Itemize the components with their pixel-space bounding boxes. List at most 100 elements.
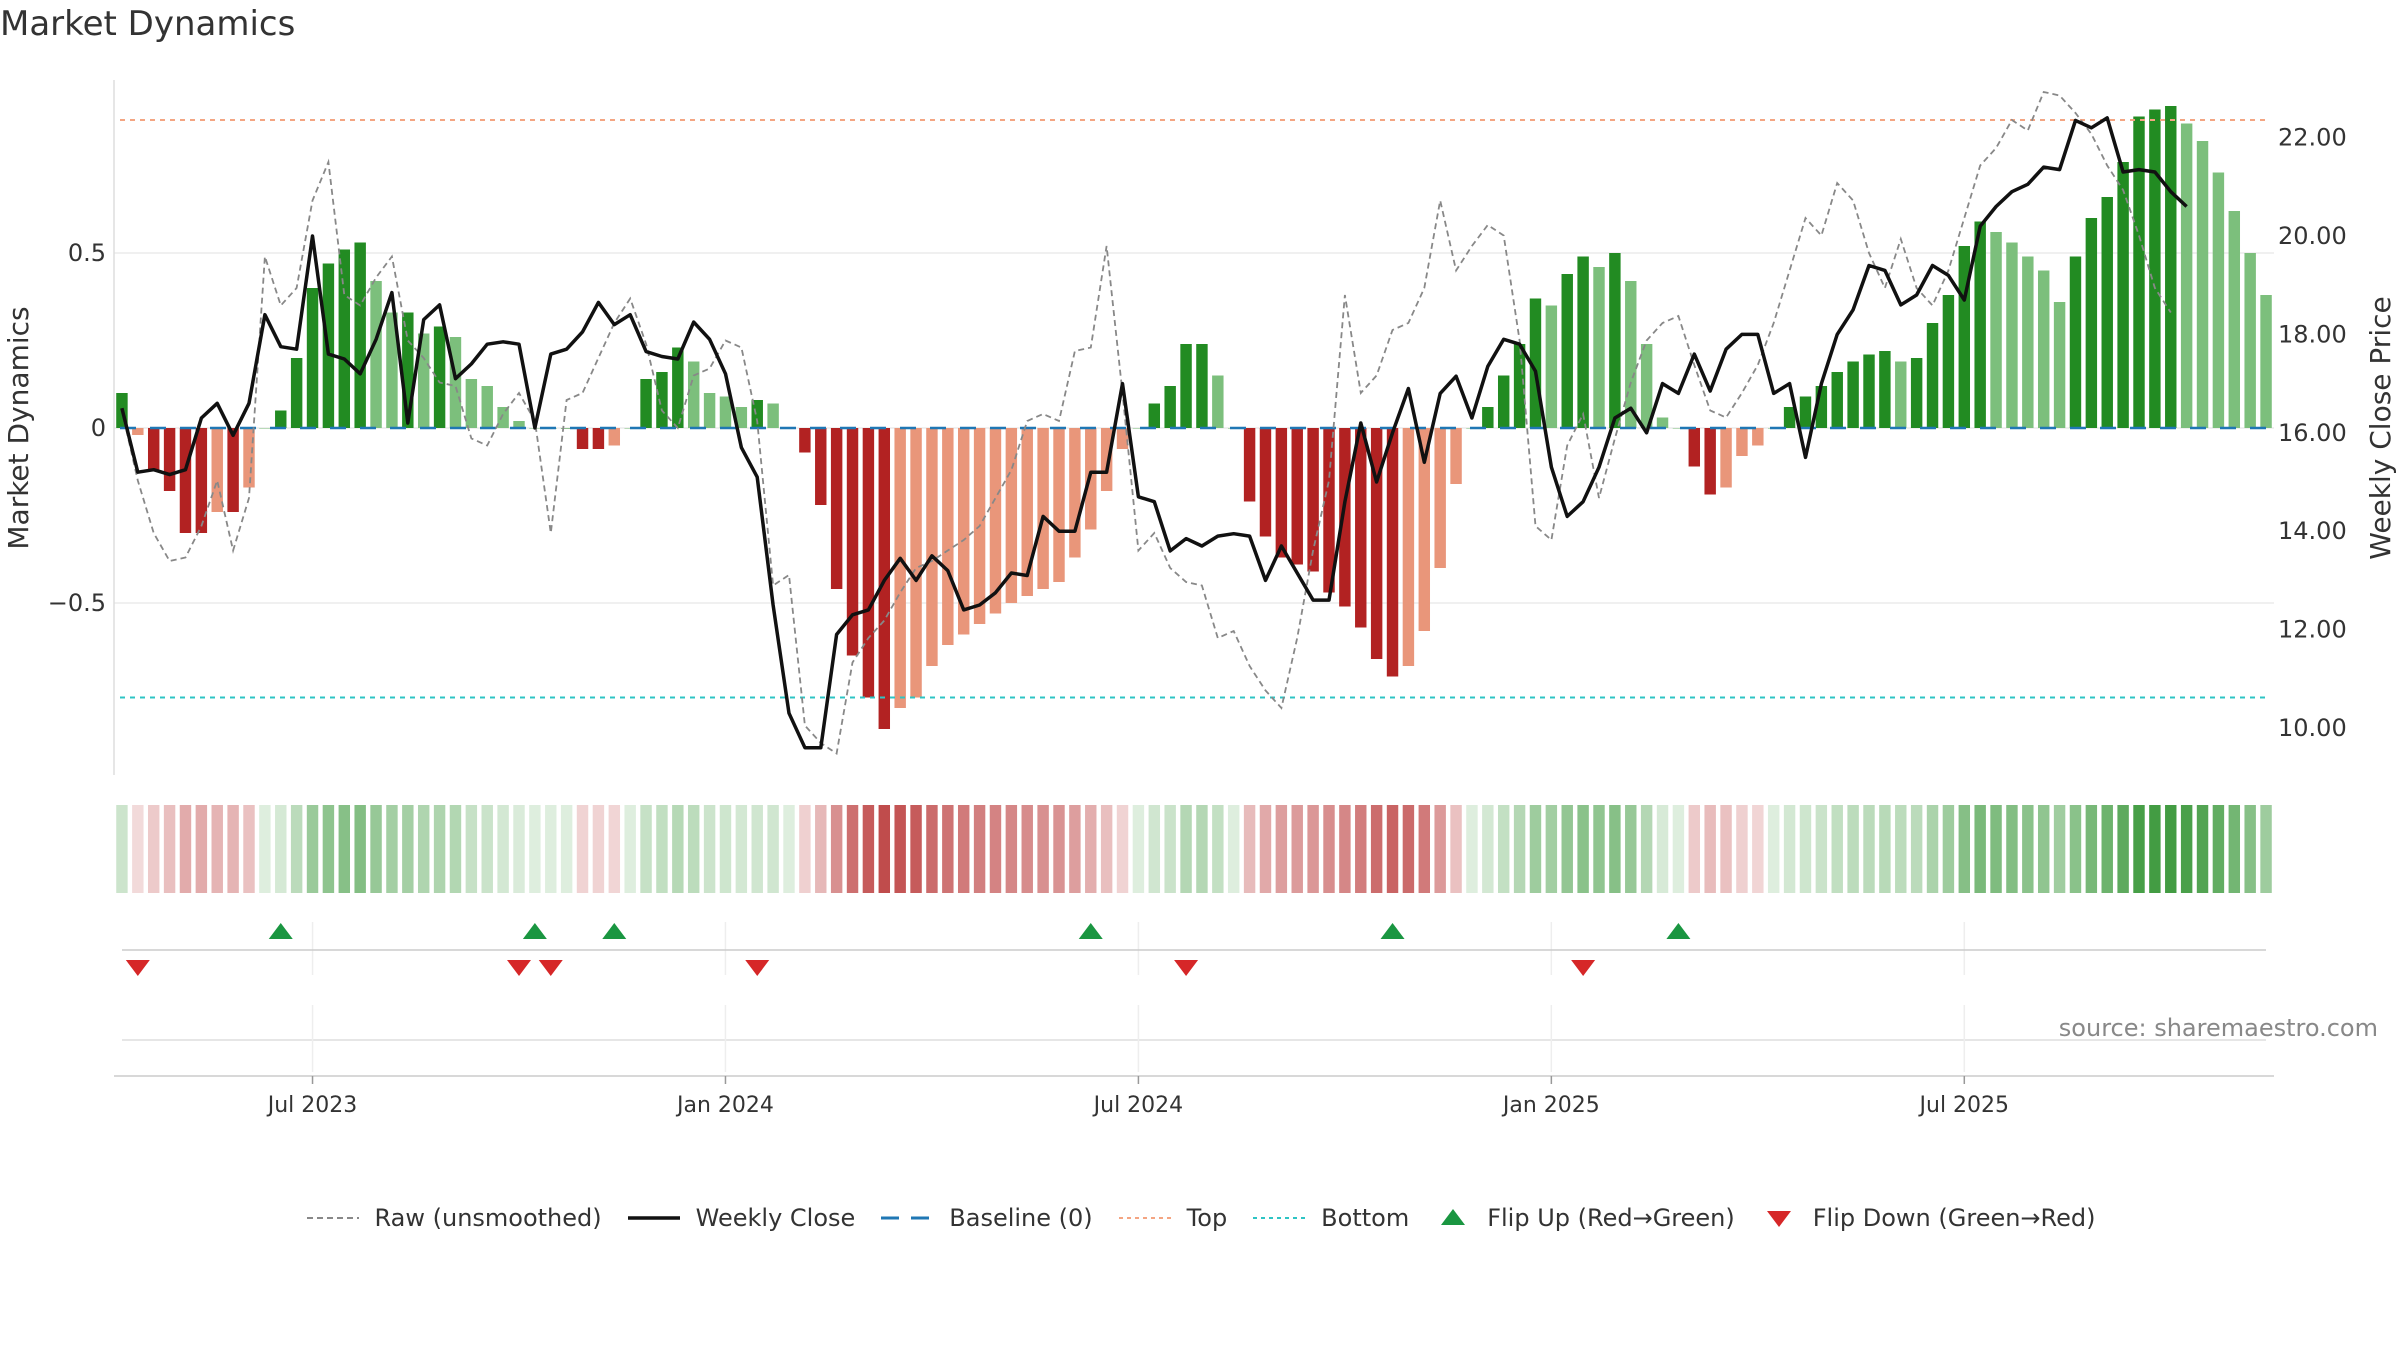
regime-cell xyxy=(783,805,795,893)
regime-cell xyxy=(513,805,525,893)
flip-markers xyxy=(122,923,2266,976)
regime-cell xyxy=(1926,805,1939,893)
dynamics-bar xyxy=(719,396,732,428)
dynamics-bar xyxy=(1482,407,1494,428)
dynamics-bar xyxy=(830,428,843,589)
dynamics-bar xyxy=(465,379,478,428)
regime-cell xyxy=(2053,805,2066,893)
dynamics-bar xyxy=(179,428,192,533)
chart-title: Market Dynamics xyxy=(0,4,296,44)
dynamics-bar xyxy=(1577,256,1589,428)
regime-cell xyxy=(481,805,493,893)
regime-cell xyxy=(767,805,779,893)
regime-cell xyxy=(1942,805,1955,893)
y-right-tick-label: 14.00 xyxy=(2278,517,2347,545)
dynamics-bar xyxy=(1021,428,1033,596)
regime-cell xyxy=(1275,805,1288,893)
legend-top-swatch xyxy=(1118,1217,1171,1219)
legend: Raw (unsmoothed) Weekly Close Baseline (… xyxy=(0,1204,2400,1232)
regime-cell xyxy=(1100,805,1113,893)
dynamics-bar xyxy=(2133,116,2145,428)
regime-cell xyxy=(1355,805,1367,893)
regime-cell xyxy=(926,805,938,893)
regime-cell xyxy=(1021,805,1033,893)
dynamics-bar xyxy=(1656,417,1669,428)
dynamics-bar xyxy=(751,400,763,428)
dynamics-bar xyxy=(2006,242,2018,428)
legend-bottom-label: Bottom xyxy=(1321,1204,1410,1232)
dynamics-bar xyxy=(1355,428,1367,628)
legend-item-top: Top xyxy=(1117,1204,1227,1232)
regime-cell xyxy=(179,805,192,893)
regime-cell xyxy=(560,805,573,893)
dynamics-bar xyxy=(560,428,573,429)
y-right-tick-label: 10.00 xyxy=(2278,714,2347,742)
regime-cell xyxy=(1085,805,1097,893)
dynamics-bar xyxy=(989,428,1002,614)
axes: −0.5 0 0.5 10.00 12.00 14.00 16.00 18.00 20.00 22… xyxy=(2,80,2397,775)
legend-raw-swatch xyxy=(306,1217,359,1219)
regime-cell xyxy=(799,805,811,893)
dynamics-bar xyxy=(1259,428,1272,537)
dynamics-bars xyxy=(116,106,2272,729)
y-right-tick-label: 22.00 xyxy=(2278,124,2347,152)
dynamics-bar xyxy=(2228,211,2241,428)
regime-cell xyxy=(1752,805,1764,893)
dynamics-bar xyxy=(2053,302,2066,428)
legend-item-raw: Raw (unsmoothed) xyxy=(305,1204,602,1232)
dynamics-bar xyxy=(1529,298,1542,428)
flip-down-marker xyxy=(538,960,563,976)
dynamics-bar xyxy=(1100,428,1113,491)
dynamics-bar xyxy=(1815,386,1828,428)
regime-cell xyxy=(1005,805,1018,893)
regime-cell xyxy=(672,805,684,893)
regime-cell xyxy=(2101,805,2113,893)
regime-cell xyxy=(2117,805,2129,893)
regime-cell xyxy=(2212,805,2225,893)
regime-cell xyxy=(1609,805,1621,893)
dynamics-bar xyxy=(259,428,271,429)
regime-cell xyxy=(878,805,891,893)
regime-strip xyxy=(116,805,2272,893)
regime-cell xyxy=(1990,805,2002,893)
dynamics-bar xyxy=(481,386,493,428)
regime-cell xyxy=(1132,805,1145,893)
legend-item-baseline: Baseline (0) xyxy=(879,1204,1093,1232)
x-tick-label: Jan 2025 xyxy=(1501,1093,1600,1118)
regime-cell xyxy=(417,805,430,893)
dynamics-bar xyxy=(1291,428,1303,565)
dynamics-bar xyxy=(894,428,906,708)
regime-cell xyxy=(338,805,351,893)
regime-cell xyxy=(211,805,223,893)
regime-cell xyxy=(1053,805,1065,893)
chart-canvas: −0.5 0 0.5 10.00 12.00 14.00 16.00 18.00 20.00 22… xyxy=(2,80,2397,1118)
dynamics-bar xyxy=(227,428,239,512)
regime-cell xyxy=(545,805,557,893)
regime-cell xyxy=(449,805,462,893)
regime-cell xyxy=(942,805,954,893)
regime-cell xyxy=(1672,805,1685,893)
dynamics-bar xyxy=(2085,218,2098,428)
legend-bottom-swatch xyxy=(1253,1217,1306,1219)
dynamics-bar xyxy=(1990,232,2002,428)
dynamics-bar xyxy=(1513,344,1526,428)
regime-cell xyxy=(1418,805,1431,893)
dynamics-bar xyxy=(1783,407,1796,428)
regime-cell xyxy=(973,805,986,893)
regime-cell xyxy=(163,805,176,893)
regime-cell xyxy=(1593,805,1605,893)
dynamics-bar xyxy=(1752,428,1764,446)
dynamics-bar xyxy=(1275,428,1288,558)
regime-cell xyxy=(2037,805,2050,893)
legend-item-flip-up: Flip Up (Red→Green) xyxy=(1433,1204,1735,1232)
flip-up-marker xyxy=(1380,923,1405,939)
dynamics-bar xyxy=(910,428,922,698)
dynamics-bar xyxy=(1958,246,1971,428)
regime-cell xyxy=(1466,805,1478,893)
regime-cell xyxy=(243,805,255,893)
flip-up-marker xyxy=(1078,923,1103,939)
dynamics-bar xyxy=(1196,344,1208,428)
dynamics-bar xyxy=(1704,428,1716,495)
dynamics-bar xyxy=(497,407,509,428)
dynamics-bar xyxy=(195,428,208,533)
